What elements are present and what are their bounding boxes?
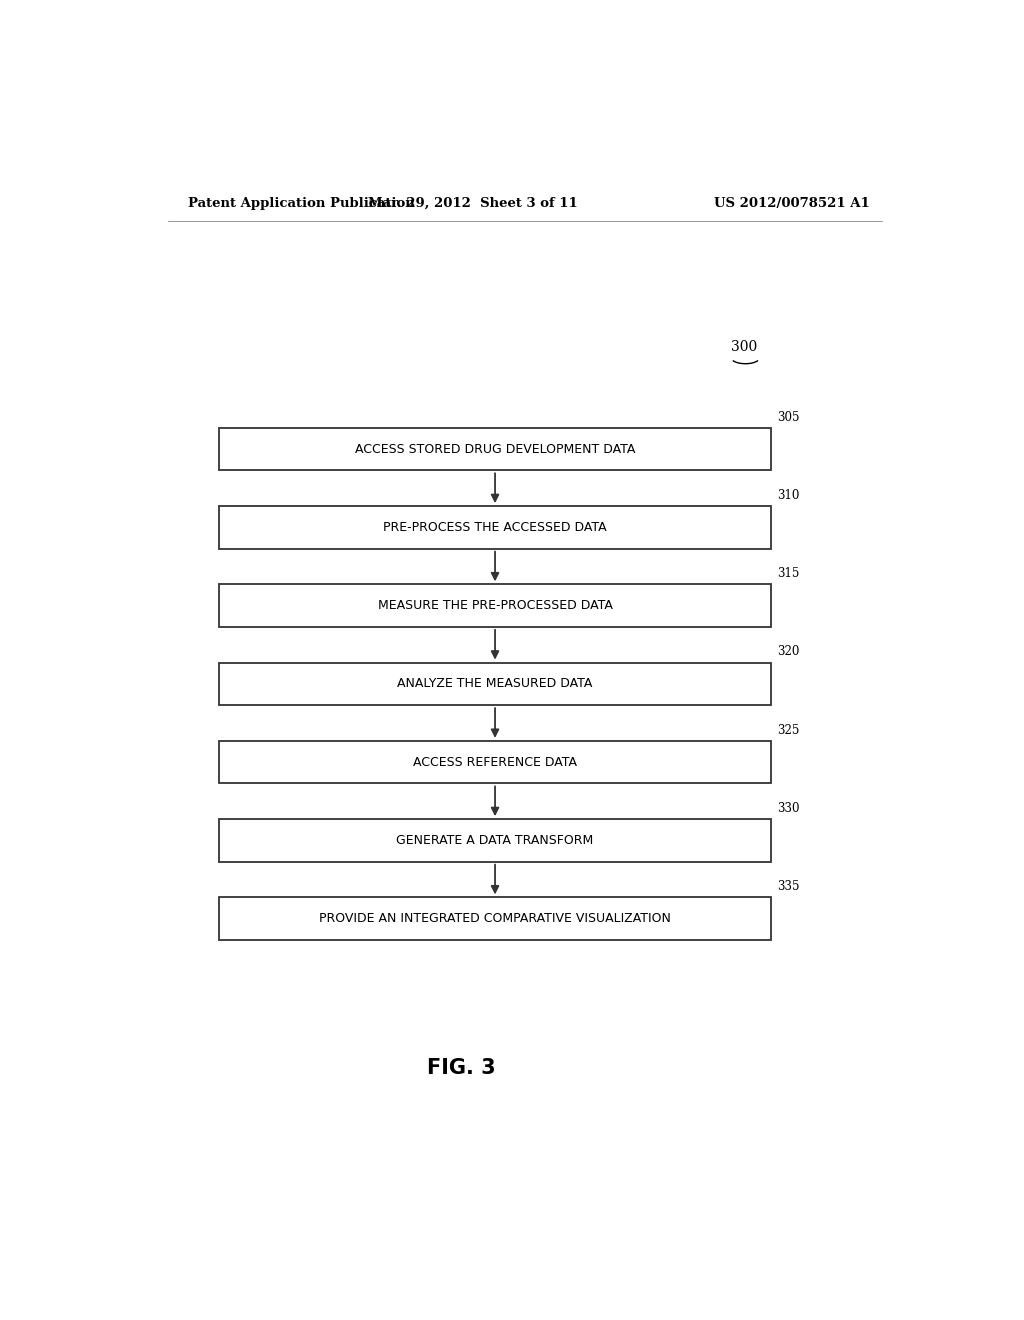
Text: 310: 310 xyxy=(777,488,800,502)
Bar xyxy=(219,428,771,470)
Text: Patent Application Publication: Patent Application Publication xyxy=(187,197,415,210)
Bar xyxy=(219,898,771,940)
Text: 320: 320 xyxy=(777,645,800,659)
Bar xyxy=(219,663,771,705)
Text: FIG. 3: FIG. 3 xyxy=(427,1059,496,1078)
Text: 325: 325 xyxy=(777,723,800,737)
Text: 335: 335 xyxy=(777,880,800,894)
Text: MEASURE THE PRE-PROCESSED DATA: MEASURE THE PRE-PROCESSED DATA xyxy=(378,599,612,612)
Text: ACCESS REFERENCE DATA: ACCESS REFERENCE DATA xyxy=(413,755,578,768)
Text: ANALYZE THE MEASURED DATA: ANALYZE THE MEASURED DATA xyxy=(397,677,593,690)
Bar xyxy=(219,506,771,549)
Text: GENERATE A DATA TRANSFORM: GENERATE A DATA TRANSFORM xyxy=(396,834,594,847)
Text: 305: 305 xyxy=(777,411,800,424)
Bar xyxy=(219,818,771,862)
Text: 315: 315 xyxy=(777,568,800,581)
Text: US 2012/0078521 A1: US 2012/0078521 A1 xyxy=(715,197,870,210)
Text: PROVIDE AN INTEGRATED COMPARATIVE VISUALIZATION: PROVIDE AN INTEGRATED COMPARATIVE VISUAL… xyxy=(319,912,671,925)
Text: ACCESS STORED DRUG DEVELOPMENT DATA: ACCESS STORED DRUG DEVELOPMENT DATA xyxy=(355,442,635,455)
Bar xyxy=(219,741,771,784)
Text: Mar. 29, 2012  Sheet 3 of 11: Mar. 29, 2012 Sheet 3 of 11 xyxy=(369,197,579,210)
Text: 300: 300 xyxy=(731,339,758,354)
Text: PRE-PROCESS THE ACCESSED DATA: PRE-PROCESS THE ACCESSED DATA xyxy=(383,521,607,533)
Bar xyxy=(219,585,771,627)
Text: 330: 330 xyxy=(777,803,800,814)
